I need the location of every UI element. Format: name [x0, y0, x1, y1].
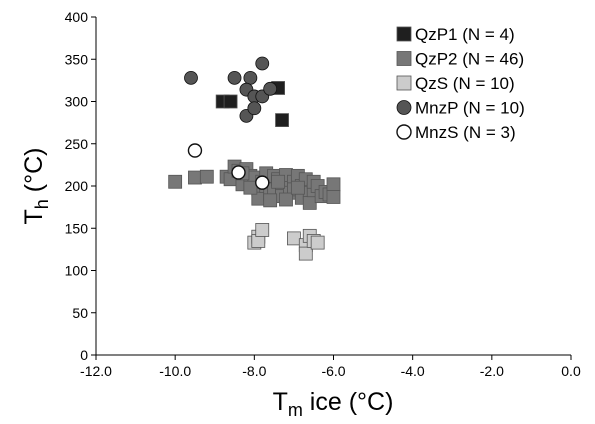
data-point: [302, 195, 317, 210]
y-tick-label: 400: [65, 9, 89, 25]
data-point: [227, 70, 242, 85]
legend: QzP1 (N = 4) QzP2 (N = 46) QzS (N = 10) Mnz…: [396, 25, 525, 142]
data-point: [199, 169, 214, 184]
data-point: [187, 143, 203, 158]
data-point: [298, 246, 313, 261]
data-point: [279, 192, 293, 207]
x-tick-label: 0.0: [561, 363, 581, 379]
y-tick-label: 50: [72, 305, 88, 321]
legend-label: QzP2 (N = 46): [415, 50, 524, 69]
data-point: [243, 70, 258, 85]
y-ticks: 0 50 100 150 200 250 300 350 400: [65, 9, 96, 363]
legend-marker: [396, 124, 412, 140]
data-point: [326, 190, 341, 204]
data-point: [255, 223, 270, 237]
data-point: [287, 231, 301, 246]
y-tick-label: 100: [65, 263, 89, 279]
data-point: [188, 170, 202, 185]
data-point: [271, 174, 285, 189]
data-point: [168, 174, 183, 189]
data-point: [275, 113, 289, 127]
legend-marker: [396, 51, 412, 66]
y-tick-label: 200: [65, 178, 89, 194]
legend-label: QzS (N = 10): [415, 74, 515, 93]
data-point: [290, 180, 305, 195]
legend-marker: [396, 100, 412, 115]
y-tick-label: 300: [65, 94, 89, 110]
x-tick-label: -6.0: [321, 363, 345, 379]
x-tick-label: -2.0: [480, 363, 504, 379]
data-point: [184, 70, 198, 85]
y-tick-label: 0: [80, 347, 88, 363]
y-axis-title: Th (°C): [20, 148, 52, 225]
y-tick-label: 150: [65, 220, 89, 236]
data-point: [326, 177, 341, 192]
data-point: [247, 101, 262, 116]
x-tick-label: -10.0: [159, 363, 191, 379]
data-point: [223, 94, 238, 109]
x-tick-label: -8.0: [242, 363, 266, 379]
data-point: [231, 165, 246, 180]
legend-label: QzP1 (N = 4): [415, 25, 515, 44]
legend-marker: [396, 75, 412, 91]
data-point: [310, 235, 325, 250]
x-tick-label: -12.0: [80, 363, 112, 379]
data-point: [263, 193, 278, 208]
data-points: [168, 56, 341, 261]
data-point: [255, 175, 270, 190]
data-point: [255, 56, 270, 71]
data-point: [243, 180, 258, 195]
data-point: [263, 81, 278, 96]
x-tick-label: -4.0: [401, 363, 425, 379]
legend-label: MnzP (N = 10): [415, 99, 525, 118]
x-ticks: -12.0 -10.0 -8.0 -6.0 -4.0 -2.0 0.0: [80, 355, 581, 379]
y-tick-label: 350: [65, 51, 89, 67]
legend-label: MnzS (N = 3): [415, 123, 516, 142]
y-tick-label: 250: [65, 136, 89, 152]
legend-marker: [396, 26, 412, 42]
x-axis-title: Tm ice (°C): [273, 388, 394, 420]
